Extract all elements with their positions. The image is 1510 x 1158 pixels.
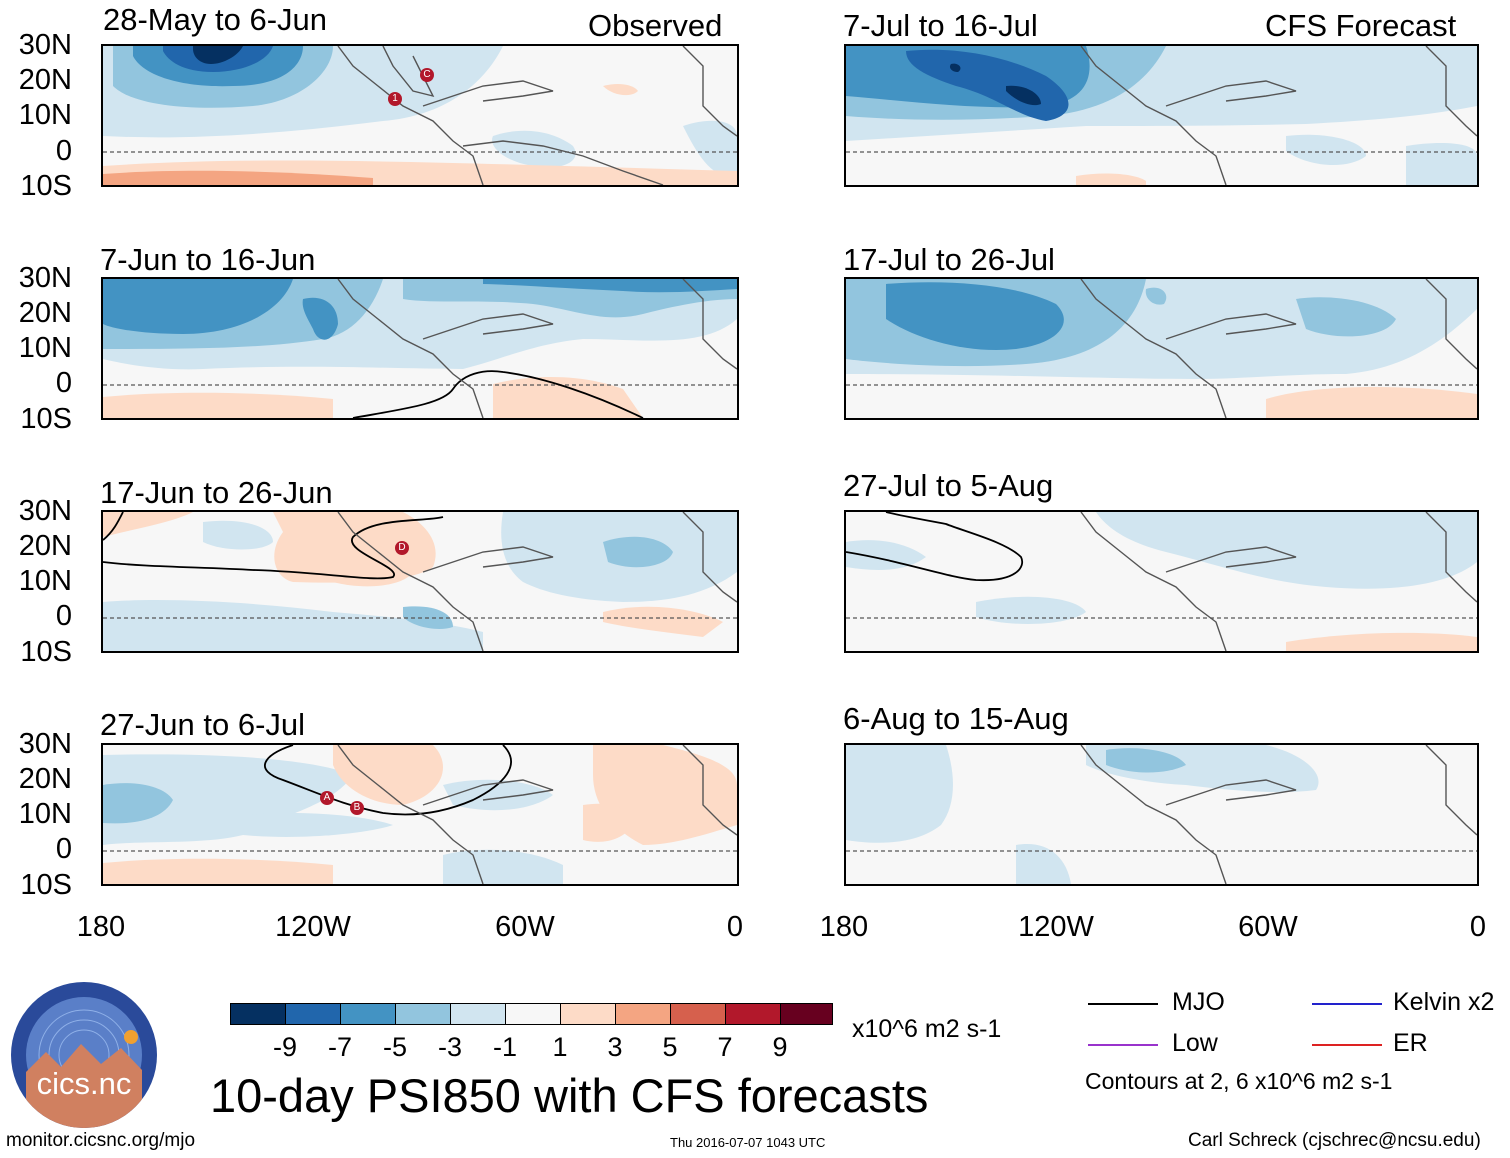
y-label: 30N	[18, 728, 72, 760]
colorbar-box	[395, 1003, 451, 1025]
x-label-right-180: 180	[819, 911, 869, 943]
x-label-right-0: 0	[1469, 911, 1487, 943]
footer-author: Carl Schreck (cjschrec@ncsu.edu)	[1188, 1130, 1481, 1151]
legend-er-label: ER	[1393, 1029, 1428, 1057]
legend-contours-note: Contours at 2, 6 x10^6 m2 s-1	[1085, 1068, 1393, 1094]
map-panel-2-field	[103, 279, 737, 418]
map-panel-6	[844, 277, 1479, 420]
legend-kelvin-line	[1312, 1003, 1382, 1005]
map-panel-6-field	[846, 279, 1477, 418]
colorbar-frame	[230, 1003, 833, 1025]
panel-title-2: 7-Jun to 16-Jun	[100, 242, 316, 277]
y-label: 30N	[18, 29, 72, 61]
x-label-right-120w: 120W	[1018, 911, 1094, 943]
observed-label: Observed	[588, 8, 723, 43]
main-title: 10-day PSI850 with CFS forecasts	[210, 1069, 929, 1122]
cics-logo: cics.nc	[11, 982, 157, 1128]
colorbar-tick: -7	[327, 1032, 352, 1062]
panel-title-4: 27-Jun to 6-Jul	[100, 707, 306, 742]
colorbar-box	[505, 1003, 561, 1025]
legend-er-line	[1312, 1044, 1382, 1046]
map-panel-7	[844, 510, 1479, 653]
map-panel-7-field	[846, 512, 1477, 651]
map-panel-5-field	[846, 46, 1477, 185]
storm-marker-a: A	[320, 791, 334, 805]
map-panel-1-field	[103, 46, 737, 185]
panel-title-3: 17-Jun to 26-Jun	[100, 475, 333, 510]
colorbar-box	[725, 1003, 781, 1025]
footer-url[interactable]: monitor.cicsnc.org/mjo	[6, 1130, 196, 1151]
storm-marker-d: D	[395, 541, 409, 555]
storm-marker-c: C	[420, 68, 434, 82]
y-label: 0	[55, 600, 72, 632]
y-label: 10N	[18, 798, 72, 830]
x-label-left-180: 180	[76, 911, 126, 943]
map-panel-2	[101, 277, 739, 420]
map-panel-1: 1 C	[101, 44, 739, 187]
y-label: 30N	[18, 262, 72, 294]
panel-title-8: 6-Aug to 15-Aug	[843, 701, 1069, 736]
map-panel-4: A B	[101, 743, 739, 886]
legend-low-line	[1088, 1044, 1158, 1046]
colorbar-tick: -1	[492, 1032, 517, 1062]
colorbar-tick: 3	[607, 1032, 623, 1062]
footer-timestamp: Thu 2016-07-07 1043 UTC	[670, 1135, 826, 1150]
map-panel-4-field	[103, 745, 737, 884]
y-label: 10S	[20, 170, 72, 202]
colorbar-tick: 9	[772, 1032, 788, 1062]
logo-text: cics.nc	[36, 1066, 132, 1101]
colorbar-box	[615, 1003, 671, 1025]
legend-mjo-label: MJO	[1172, 988, 1225, 1016]
y-label: 10S	[20, 403, 72, 435]
legend-mjo-line	[1088, 1003, 1158, 1005]
colorbar-box	[450, 1003, 506, 1025]
colorbar-box	[285, 1003, 341, 1025]
colorbar-tick: -3	[437, 1032, 462, 1062]
y-label: 10S	[20, 869, 72, 901]
x-label-right-60w: 60W	[1238, 911, 1298, 943]
colorbar-tick: -9	[272, 1032, 297, 1062]
storm-marker-1: 1	[388, 92, 402, 106]
map-panel-3-field	[103, 512, 737, 651]
x-label-left-120w: 120W	[275, 911, 351, 943]
colorbar-tick: 1	[552, 1032, 568, 1062]
panel-title-5: 7-Jul to 16-Jul	[843, 8, 1038, 43]
x-label-left-60w: 60W	[495, 911, 555, 943]
map-panel-8	[844, 743, 1479, 886]
colorbar-units: x10^6 m2 s-1	[852, 1015, 1002, 1043]
panel-title-1: 28-May to 6-Jun	[103, 2, 327, 37]
y-label: 20N	[18, 530, 72, 562]
panel-title-6: 17-Jul to 26-Jul	[843, 242, 1055, 277]
logo-graphic	[12, 983, 156, 1128]
y-label: 10N	[18, 565, 72, 597]
x-label-left-0: 0	[726, 911, 744, 943]
colorbar-tick: -5	[382, 1032, 407, 1062]
colorbar-box	[670, 1003, 726, 1025]
y-label: 10S	[20, 636, 72, 668]
y-label: 20N	[18, 64, 72, 96]
y-label: 0	[55, 833, 72, 865]
colorbar-box	[560, 1003, 616, 1025]
y-label: 10N	[18, 332, 72, 364]
legend-low-label: Low	[1172, 1029, 1218, 1057]
map-panel-3: D	[101, 510, 739, 653]
y-label: 20N	[18, 297, 72, 329]
y-label: 30N	[18, 495, 72, 527]
forecast-label: CFS Forecast	[1265, 8, 1457, 43]
y-label: 0	[55, 135, 72, 167]
colorbar-tick: 5	[662, 1032, 678, 1062]
storm-marker-b: B	[350, 801, 364, 815]
map-panel-8-field	[846, 745, 1477, 884]
colorbar-box	[340, 1003, 396, 1025]
colorbar-tick: 7	[717, 1032, 733, 1062]
legend-kelvin-label: Kelvin x2	[1393, 988, 1495, 1016]
y-label: 10N	[18, 99, 72, 131]
y-label: 20N	[18, 763, 72, 795]
panel-title-7: 27-Jul to 5-Aug	[843, 468, 1054, 503]
y-label: 0	[55, 367, 72, 399]
map-panel-5	[844, 44, 1479, 187]
